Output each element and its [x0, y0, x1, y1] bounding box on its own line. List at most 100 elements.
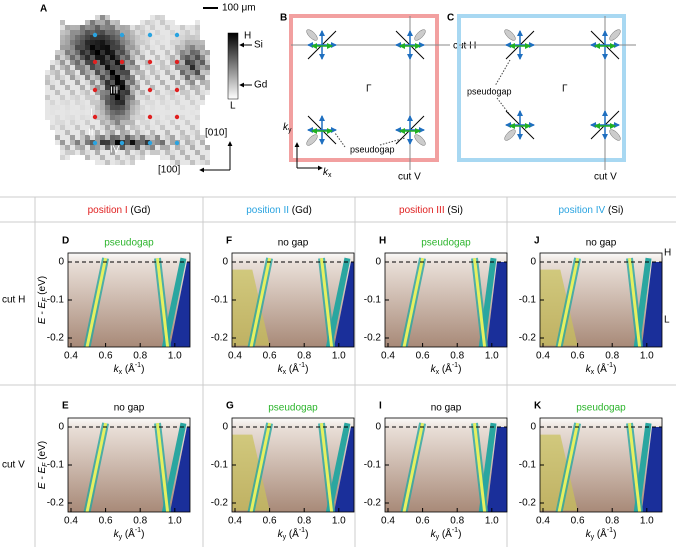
- map-pixel: [110, 115, 115, 120]
- x-axis-label: kx (Å-1): [278, 362, 309, 376]
- map-pixel: [100, 145, 105, 150]
- map-pixel: [110, 80, 115, 85]
- close: ): [458, 529, 461, 540]
- map-pixel: [125, 150, 130, 155]
- map-pixel: [115, 50, 120, 55]
- map-pixel: [175, 55, 180, 60]
- x-tick-label: 0.8: [605, 516, 619, 527]
- position-dot: [92, 87, 98, 93]
- map-pixel: [185, 105, 190, 110]
- map-pixel: [90, 120, 95, 125]
- k: k: [431, 529, 437, 540]
- y-tick-label: -0.2: [519, 333, 537, 344]
- map-pixel: [145, 55, 150, 60]
- map-pixel: [145, 130, 150, 135]
- sup: -1: [452, 527, 458, 534]
- map-pixel: [90, 100, 95, 105]
- map-pixel: [160, 35, 165, 40]
- map-pixel: [170, 85, 175, 90]
- map-pixel: [190, 50, 195, 55]
- position-name: position III: [399, 205, 445, 216]
- e: E - E: [37, 302, 48, 325]
- map-pixel: [180, 70, 185, 75]
- map-pixel: [145, 65, 150, 70]
- map-pixel: [160, 115, 165, 120]
- arpes-image: [68, 253, 190, 347]
- map-pixel: [90, 40, 95, 45]
- map-pixel: [170, 140, 175, 145]
- map-pixel: [150, 125, 155, 130]
- map-pixel: [70, 85, 75, 90]
- map-pixel: [130, 150, 135, 155]
- position-dot: [147, 87, 153, 93]
- map-pixel: [130, 75, 135, 80]
- map-pixel: [125, 65, 130, 70]
- arpes-image: [385, 418, 507, 512]
- map-pixel: [195, 55, 200, 60]
- map-pixel: [65, 95, 70, 100]
- map-pixel: [180, 55, 185, 60]
- panel-letter: B: [280, 13, 287, 24]
- map-pixel: [65, 50, 70, 55]
- map-pixel: [65, 130, 70, 135]
- map-pixel: [60, 85, 65, 90]
- position-dot: [92, 114, 98, 120]
- map-pixel: [150, 90, 155, 95]
- map-pixel: [115, 135, 120, 140]
- x-tick-label: 1.0: [332, 516, 346, 527]
- map-pixel: [45, 70, 50, 75]
- map-pixel: [95, 50, 100, 55]
- map-pixel: [170, 40, 175, 45]
- map-pixel: [95, 125, 100, 130]
- map-pixel: [110, 55, 115, 60]
- map-pixel: [50, 80, 55, 85]
- map-pixel: [90, 155, 95, 160]
- map-pixel: [65, 150, 70, 155]
- map-pixel: [150, 115, 155, 120]
- map-pixel: [165, 45, 170, 50]
- map-pixel: [150, 15, 155, 20]
- map-pixel: [150, 35, 155, 40]
- map-pixel: [200, 80, 205, 85]
- map-pixel: [165, 105, 170, 110]
- x-axis-label: ky (Å-1): [431, 527, 462, 541]
- map-pixel: [180, 150, 185, 155]
- map-pixel: [100, 60, 105, 65]
- map-pixel: [170, 50, 175, 55]
- map-pixel: [200, 65, 205, 70]
- x-axis-label: kx (Å-1): [586, 362, 617, 376]
- map-pixel: [165, 120, 170, 125]
- map-pixel: [140, 140, 145, 145]
- x-tick-label: 1.0: [640, 516, 654, 527]
- map-pixel: [90, 60, 95, 65]
- map-pixel: [160, 55, 165, 60]
- blue-band: [486, 427, 507, 512]
- map-pixel: [95, 95, 100, 100]
- map-pixel: [65, 25, 70, 30]
- map-pixel: [165, 55, 170, 60]
- map-pixel: [145, 105, 150, 110]
- map-pixel: [190, 130, 195, 135]
- position-dot: [174, 114, 180, 120]
- map-pixel: [70, 55, 75, 60]
- map-pixel: [150, 100, 155, 105]
- k: k: [323, 167, 329, 178]
- map-pixel: [70, 50, 75, 55]
- map-pixel: [160, 105, 165, 110]
- map-pixel: [195, 145, 200, 150]
- pocket: [609, 29, 621, 41]
- map-pixel: [135, 75, 140, 80]
- map-pixel: [100, 70, 105, 75]
- k: k: [586, 364, 592, 375]
- y-tick-label: -0.2: [211, 498, 229, 509]
- map-pixel: [190, 95, 195, 100]
- map-pixel: [200, 95, 205, 100]
- map-pixel: [80, 145, 85, 150]
- map-pixel: [70, 130, 75, 135]
- gap-label: no gap: [278, 238, 309, 249]
- map-pixel: [60, 130, 65, 135]
- map-pixel: [45, 115, 50, 120]
- map-pixel: [195, 85, 200, 90]
- map-pixel: [100, 130, 105, 135]
